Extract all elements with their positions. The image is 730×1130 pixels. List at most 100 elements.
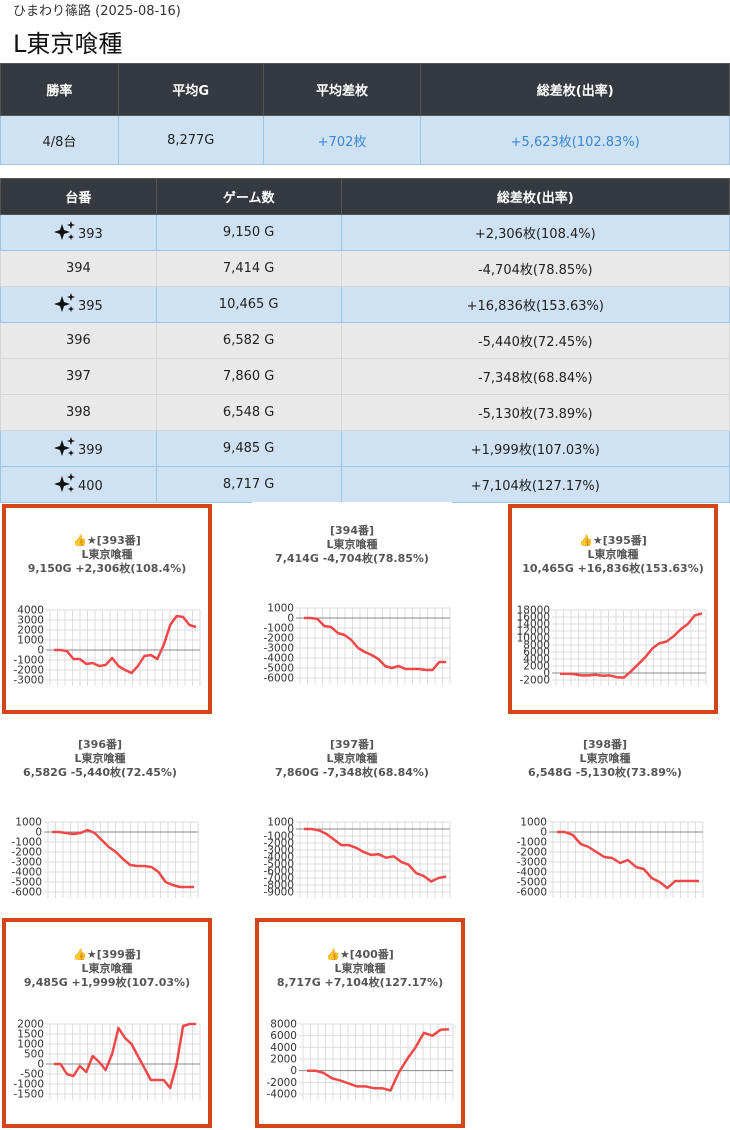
y-tick-label: 0 bbox=[543, 668, 550, 680]
machine-row[interactable]: 397 7,860 G -7,348枚(68.84%) bbox=[0, 358, 730, 395]
y-tick-label: 8000 bbox=[270, 1019, 297, 1031]
chart-card[interactable]: [394番] L東京喰種 7,414G -4,704枚(78.85%) 1000 0 -1… bbox=[252, 502, 452, 702]
chart-card[interactable]: 👍★[399番] L東京喰種 9,485G +1,999枚(107.03%) 2000… bbox=[2, 918, 212, 1128]
total-diff-cell: -5,440枚(72.45%) bbox=[340, 322, 730, 359]
y-tick-label: 6000 bbox=[270, 1030, 297, 1042]
chart-card[interactable]: [396番] L東京喰種 6,582G -5,440枚(72.45%) 1000 0 -1… bbox=[0, 716, 200, 916]
y-tick-label: -2000 bbox=[11, 847, 42, 859]
machine-row[interactable]: 396 6,582 G -5,440枚(72.45%) bbox=[0, 322, 730, 359]
y-tick-label: 4000 bbox=[523, 654, 550, 666]
y-tick-label: -500 bbox=[20, 1069, 44, 1081]
total-diff-cell: +7,104枚(127.17%) bbox=[340, 466, 730, 503]
header-game-count: ゲーム数 bbox=[155, 178, 342, 215]
chart-card[interactable]: 👍★[400番] L東京喰種 8,717G +7,104枚(127.17%) 8000… bbox=[255, 918, 465, 1128]
chart-title: [396番] bbox=[77, 738, 123, 751]
y-tick-label: -3000 bbox=[11, 857, 42, 869]
chart-title: 👍★[395番] bbox=[579, 534, 647, 547]
total-diff-cell: +2,306枚(108.4%) bbox=[340, 214, 730, 251]
y-tick-label: -4000 bbox=[266, 1089, 297, 1101]
chart-machine-name: L東京喰種 bbox=[81, 548, 133, 561]
chart-stats: 7,414G -4,704枚(78.85%) bbox=[275, 552, 429, 565]
chart-machine-name: L東京喰種 bbox=[326, 538, 378, 551]
machine-row[interactable]: 395 10,465 G +16,836枚(153.63%) bbox=[0, 286, 730, 323]
chart-stats: 6,582G -5,440枚(72.45%) bbox=[23, 766, 177, 779]
y-tick-label: 8000 bbox=[523, 640, 550, 652]
machines-table: 台番 ゲーム数 総差枚(出率) 393 9,150 G +2,306枚(108.4%… bbox=[0, 178, 730, 503]
machine-row[interactable]: 394 7,414 G -4,704枚(78.85%) bbox=[0, 250, 730, 287]
chart-machine-name: L東京喰種 bbox=[81, 962, 133, 975]
y-tick-label: -1000 bbox=[263, 623, 294, 635]
y-tick-label: -2000 bbox=[266, 1077, 297, 1089]
y-tick-label: 0 bbox=[540, 827, 547, 839]
chart-card[interactable]: 👍★[395番] L東京喰種 10,465G +16,836枚(153.63%) 18… bbox=[508, 504, 718, 714]
y-tick-label: 0 bbox=[37, 1059, 44, 1071]
chart-stats: 7,860G -7,348枚(68.84%) bbox=[275, 766, 429, 779]
summary-header-row: 勝率 平均G 平均差枚 総差枚(出率) bbox=[0, 63, 730, 116]
total-diff-cell: -4,704枚(78.85%) bbox=[340, 250, 730, 287]
machine-number-cell: 397 bbox=[0, 358, 157, 395]
chart-title: 👍★[400番] bbox=[326, 948, 394, 961]
game-count-cell: 10,465 G bbox=[155, 286, 342, 323]
header-avg-games: 平均G bbox=[117, 63, 264, 116]
game-count-cell: 6,548 G bbox=[155, 394, 342, 431]
series-line bbox=[304, 827, 447, 883]
y-tick-label: -4000 bbox=[263, 852, 294, 864]
total-diff-value: +5,623枚(102.83%) bbox=[420, 115, 730, 165]
machine-row[interactable]: 399 9,485 G +1,999枚(107.03%) bbox=[0, 430, 730, 467]
y-tick-label: 0 bbox=[35, 827, 42, 839]
y-tick-label: 12000 bbox=[517, 626, 550, 638]
summary-values-row: 4/8台 8,277G +702枚 +5,623枚(102.83%) bbox=[0, 115, 730, 165]
y-tick-label: 1000 bbox=[15, 817, 42, 829]
machine-number-cell: 395 bbox=[0, 286, 157, 323]
total-diff-cell: -7,348枚(68.84%) bbox=[340, 358, 730, 395]
sparkle-icon bbox=[53, 220, 76, 245]
machine-number-cell: 394 bbox=[0, 250, 157, 287]
total-diff-cell: +1,999枚(107.03%) bbox=[340, 430, 730, 467]
y-tick-label: -6000 bbox=[263, 673, 294, 685]
chart-stats: 10,465G +16,836枚(153.63%) bbox=[522, 562, 704, 575]
machine-number: 400 bbox=[77, 478, 103, 494]
y-tick-label: 2000 bbox=[17, 1019, 44, 1031]
series-line bbox=[560, 612, 703, 679]
y-tick-label: -6000 bbox=[11, 887, 42, 899]
machine-number: 394 bbox=[65, 261, 91, 276]
machine-number: 395 bbox=[77, 298, 103, 314]
machine-number: 393 bbox=[77, 226, 103, 242]
chart-stats: 8,717G +7,104枚(127.17%) bbox=[276, 976, 444, 989]
line-chart: 10000-1000-2000-3000-4000-5000-6000 bbox=[516, 817, 704, 899]
y-tick-label: -2000 bbox=[516, 847, 547, 859]
chart-card[interactable]: [398番] L東京喰種 6,548G -5,130枚(73.89%) 1000 0 -1… bbox=[505, 716, 705, 916]
y-tick-label: -2000 bbox=[519, 675, 550, 687]
chart-title: 👍★[393番] bbox=[73, 534, 141, 547]
chart-card[interactable]: 👍★[393番] L東京喰種 9,150G +2,306枚(108.4%) 4000 3… bbox=[2, 504, 212, 714]
y-tick-label: -3000 bbox=[13, 675, 44, 687]
machine-row[interactable]: 400 8,717 G +7,104枚(127.17%) bbox=[0, 466, 730, 503]
y-tick-label: 500 bbox=[24, 1049, 44, 1061]
y-tick-label: -1000 bbox=[516, 837, 547, 849]
y-tick-label: -3000 bbox=[263, 643, 294, 655]
total-diff-cell: -5,130枚(73.89%) bbox=[340, 394, 730, 431]
avg-diff-value: +702枚 bbox=[262, 115, 422, 165]
y-tick-label: -5000 bbox=[263, 663, 294, 675]
chart-card[interactable]: [397番] L東京喰種 7,860G -7,348枚(68.84%) 1000 0 -1… bbox=[252, 716, 452, 916]
y-tick-label: -4000 bbox=[263, 653, 294, 665]
machine-row[interactable]: 398 6,548 G -5,130枚(73.89%) bbox=[0, 394, 730, 431]
line-chart: 1800016000140001200010000800060004000200… bbox=[517, 605, 707, 687]
y-tick-label: -8000 bbox=[263, 880, 294, 892]
series-line bbox=[557, 830, 699, 890]
y-tick-label: -5000 bbox=[11, 877, 42, 889]
y-tick-label: -2000 bbox=[13, 665, 44, 677]
page-subtitle: ひまわり篠路 (2025-08-16) bbox=[13, 4, 181, 19]
line-chart: 10000-1000-2000-3000-4000-5000-6000 bbox=[11, 817, 199, 899]
chart-stats: 6,548G -5,130枚(73.89%) bbox=[528, 766, 682, 779]
y-tick-label: 4000 bbox=[270, 1042, 297, 1054]
chart-machine-name: L東京喰種 bbox=[74, 752, 126, 765]
y-tick-label: -4000 bbox=[11, 867, 42, 879]
chart-machine-name: L東京喰種 bbox=[326, 752, 378, 765]
machine-number: 397 bbox=[65, 369, 91, 384]
machine-row[interactable]: 393 9,150 G +2,306枚(108.4%) bbox=[0, 214, 730, 251]
machine-number: 396 bbox=[65, 333, 91, 348]
game-count-cell: 8,717 G bbox=[155, 466, 342, 503]
line-chart: 10000-1000-2000-3000-4000-5000-6000-7000… bbox=[263, 817, 451, 899]
